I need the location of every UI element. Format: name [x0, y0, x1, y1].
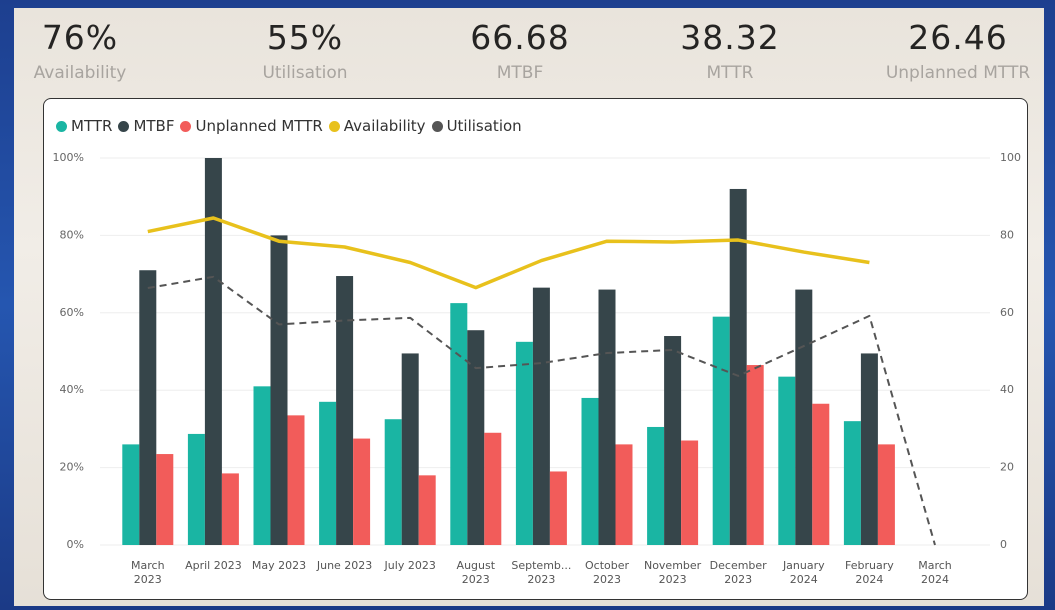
bar: [664, 336, 682, 545]
y-tick-label: 100%: [53, 151, 84, 164]
bar: [778, 376, 796, 545]
bar: [515, 341, 533, 545]
x-tick-label: October 2023: [584, 559, 630, 586]
kpi-value: 55%: [266, 18, 344, 57]
kpi-value: 26.46: [908, 18, 1008, 57]
bar: [139, 270, 157, 545]
x-tick-label: Septemb... 2023: [511, 559, 572, 586]
legend-label: Utilisation: [446, 117, 522, 135]
kpi-label: Availability: [33, 63, 127, 83]
kpi-card: 38.32 MTTR: [630, 18, 830, 83]
bar: [319, 401, 337, 545]
x-tick-label: January 2024: [782, 559, 825, 586]
legend-item: Availability: [328, 117, 426, 135]
legend-label: Availability: [343, 117, 426, 135]
kpi-card: 26.46 Unplanned MTTR: [858, 18, 1055, 83]
y2-tick-label: 20: [1000, 461, 1014, 474]
kpi-value: 38.32: [680, 18, 780, 57]
bar: [795, 289, 813, 545]
x-tick-label: February 2024: [845, 559, 894, 586]
legend-swatch: [180, 120, 192, 132]
x-tick-label: November 2023: [643, 559, 702, 586]
bar: [712, 316, 730, 545]
bar: [253, 386, 271, 545]
kpi-card: 66.68 MTBF: [420, 18, 620, 83]
legend-swatch: [328, 120, 340, 132]
y-tick-label: 80%: [60, 228, 84, 241]
bar: [615, 444, 633, 545]
x-tick-label: May 2023: [251, 559, 307, 572]
kpi-label: MTBF: [496, 63, 544, 83]
bar: [812, 403, 830, 545]
bar: [187, 433, 205, 545]
bar: [204, 158, 222, 545]
bar: [549, 471, 567, 545]
y2-tick-label: 60: [1000, 306, 1014, 319]
x-tick-label: December 2023: [709, 559, 767, 586]
bar: [221, 473, 239, 545]
legend-item: Unplanned MTTR: [180, 117, 323, 135]
legend-item: MTTR: [56, 117, 112, 135]
x-tick-label: July 2023: [384, 559, 436, 572]
bar: [401, 353, 419, 545]
x-tick-label: June 2023: [316, 559, 373, 572]
kpi-value: 66.68: [470, 18, 570, 57]
bar: [122, 444, 140, 545]
legend-swatch: [56, 120, 67, 132]
bar: [598, 289, 616, 545]
bar: [467, 330, 485, 545]
bar: [270, 235, 288, 545]
bar: [156, 454, 174, 545]
legend-swatch: [118, 120, 130, 132]
y-tick-label: 40%: [60, 383, 84, 396]
bar: [581, 397, 599, 545]
bar: [336, 276, 354, 545]
kpi-label: MTTR: [706, 63, 754, 83]
x-tick-label: March 2023: [131, 559, 165, 586]
legend-label: MTTR: [71, 117, 113, 135]
x-tick-label: August 2023: [456, 559, 496, 586]
bar: [384, 419, 402, 545]
x-tick-label: March 2024: [918, 559, 952, 586]
bar: [746, 365, 764, 545]
kpi-card: 55% Utilisation: [205, 18, 405, 83]
legend-label: Unplanned MTTR: [195, 117, 323, 135]
bar: [877, 444, 895, 545]
bar: [729, 188, 747, 545]
y2-tick-label: 100: [1000, 151, 1021, 164]
y2-tick-label: 0: [1000, 538, 1007, 551]
bar: [860, 353, 878, 545]
line: [147, 216, 870, 290]
kpi-value: 76%: [41, 18, 119, 57]
legend-label: MTBF: [133, 117, 175, 135]
bar: [450, 303, 468, 545]
bar: [287, 415, 305, 545]
bar: [484, 432, 502, 545]
legend-swatch: [431, 120, 443, 132]
x-tick-label: April 2023: [185, 559, 242, 572]
y2-tick-label: 40: [1000, 383, 1014, 396]
bar: [418, 475, 436, 545]
y-tick-label: 60%: [60, 306, 84, 319]
bar: [353, 438, 371, 545]
y-tick-label: 20%: [60, 461, 84, 474]
legend: MTTR MTBF Unplanned MTTR Availability Utilis…: [56, 117, 522, 135]
kpi-card: 76% Availability: [0, 18, 180, 83]
y2-tick-label: 80: [1000, 228, 1014, 241]
line: [147, 275, 936, 546]
y-tick-label: 0%: [67, 538, 84, 551]
legend-item: Utilisation: [431, 117, 522, 135]
kpi-label: Unplanned MTTR: [885, 63, 1031, 83]
bar: [532, 287, 550, 545]
bar: [647, 426, 665, 545]
bar: [843, 421, 861, 545]
legend-item: MTBF: [118, 117, 174, 135]
kpi-label: Utilisation: [262, 63, 348, 83]
bar: [681, 440, 699, 545]
